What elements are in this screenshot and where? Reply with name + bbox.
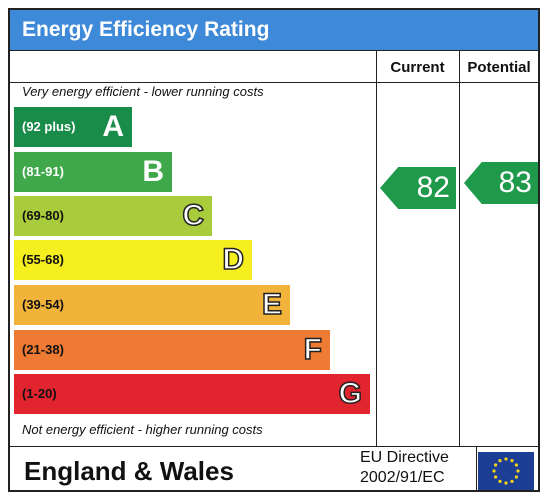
current-rating-arrow: 82 — [380, 167, 456, 209]
band-range: (1-20) — [22, 386, 57, 401]
bottom-note: Not energy efficient - higher running co… — [22, 422, 263, 437]
band-c: (69-80) C — [14, 196, 212, 236]
band-range: (69-80) — [22, 208, 64, 223]
band-range: (21-38) — [22, 342, 64, 357]
divider — [476, 446, 477, 490]
band-letter: G — [338, 376, 363, 411]
divider — [10, 446, 538, 447]
band-range: (39-54) — [22, 297, 64, 312]
directive-line-2: 2002/91/EC — [360, 469, 445, 486]
divider — [10, 50, 538, 51]
band-range: (92 plus) — [22, 119, 76, 134]
eu-flag-icon — [478, 452, 534, 490]
region-label: England & Wales — [24, 456, 234, 486]
directive-line-1: EU Directive — [360, 449, 449, 466]
top-note: Very energy efficient - lower running co… — [22, 84, 264, 99]
potential-rating-arrow: 83 — [464, 162, 538, 204]
energy-rating-chart: Energy Efficiency Rating Current Potenti… — [8, 8, 540, 492]
chart-title: Energy Efficiency Rating — [10, 10, 538, 50]
band-f: (21-38) F — [14, 330, 330, 370]
eu-directive-label: EU Directive 2002/91/EC — [360, 448, 478, 488]
divider — [376, 50, 377, 446]
band-letter: F — [303, 332, 323, 367]
band-letter: B — [142, 155, 164, 188]
band-b: (81-91) B — [14, 152, 172, 192]
current-column-header: Current — [390, 59, 445, 76]
divider — [459, 50, 460, 446]
divider — [10, 82, 538, 83]
band-letter: C — [182, 198, 205, 233]
band-range: (81-91) — [22, 164, 64, 179]
band-g: (1-20) G — [14, 374, 370, 414]
band-e: (39-54) E — [14, 285, 290, 325]
band-d: (55-68) D — [14, 240, 252, 280]
band-range: (55-68) — [22, 252, 64, 267]
band-letter: A — [102, 110, 124, 143]
band-letter: E — [261, 287, 283, 322]
band-letter: D — [222, 242, 245, 277]
potential-column-header: Potential — [467, 59, 531, 76]
band-a: (92 plus) A — [14, 107, 132, 147]
